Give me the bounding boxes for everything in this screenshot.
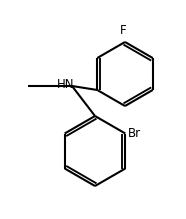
Text: F: F [120, 24, 126, 37]
Text: Br: Br [128, 127, 141, 140]
Text: HN: HN [57, 78, 75, 90]
